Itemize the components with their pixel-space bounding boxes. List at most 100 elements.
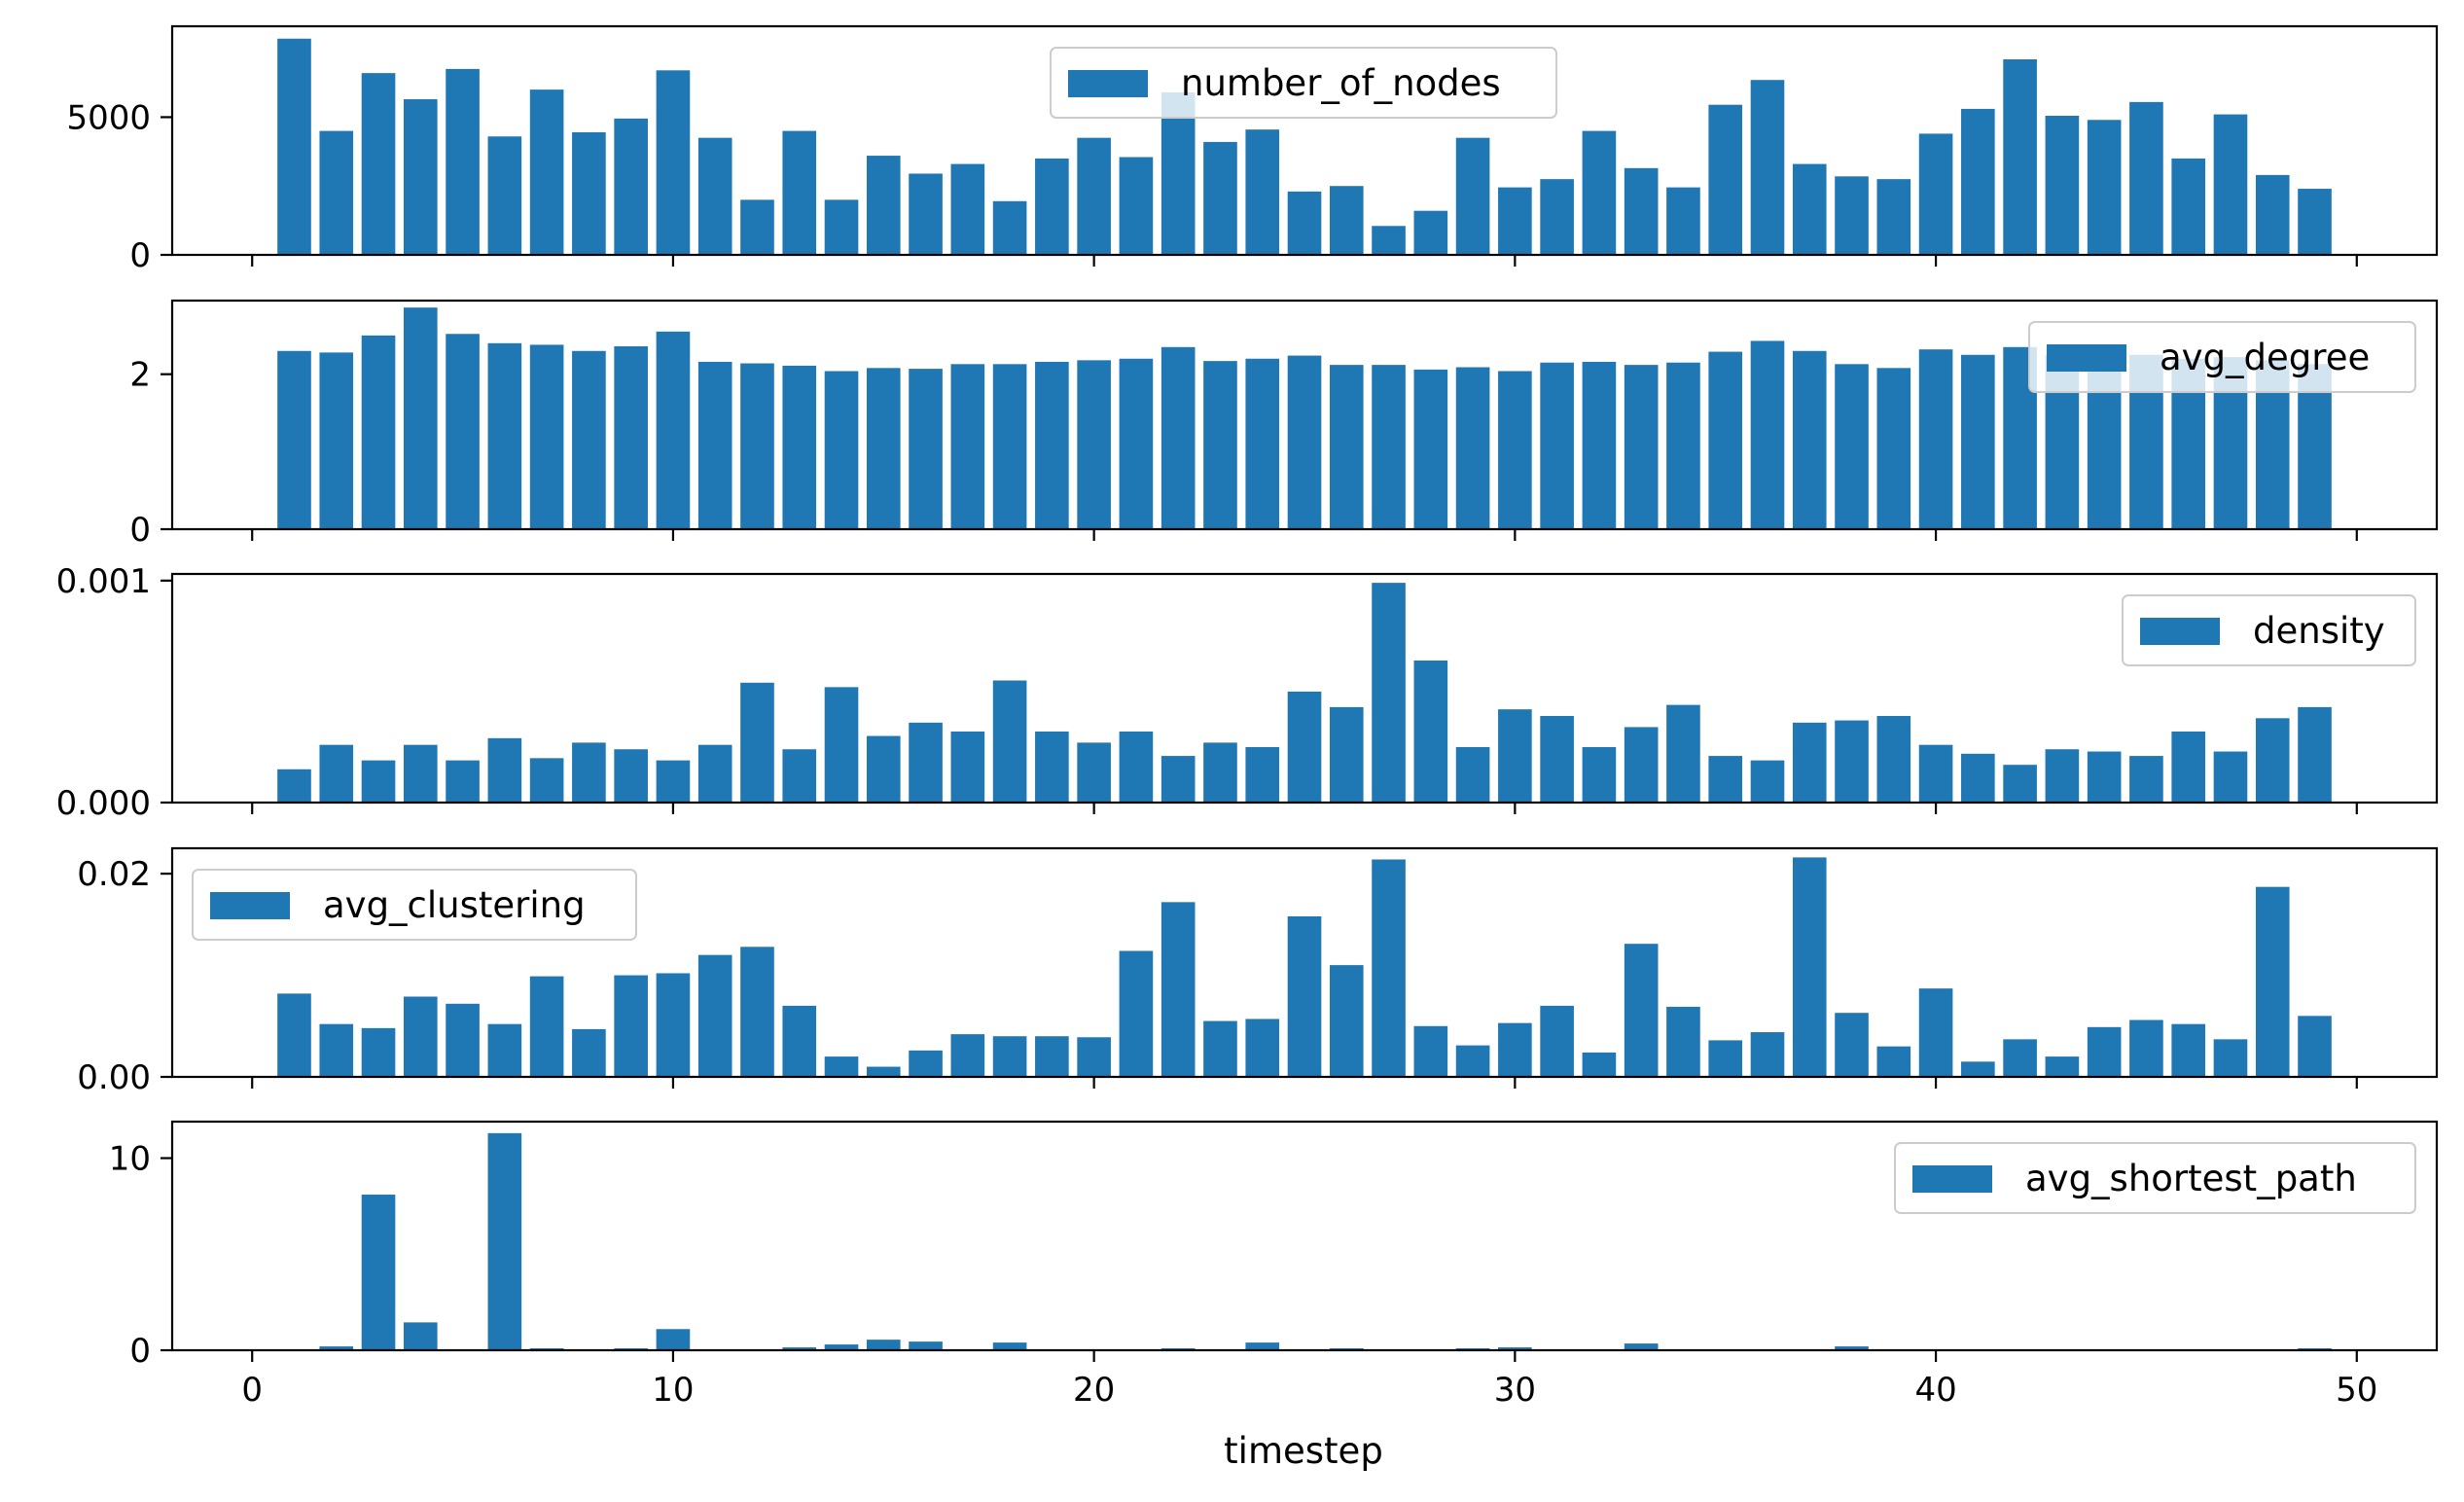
bar [950, 163, 985, 255]
subplot-avg-clustering: 0.00 0.02 avg_clustering [77, 846, 2439, 1097]
bar [740, 947, 774, 1077]
bar [1498, 1347, 1532, 1350]
y-tick-label: 0 [129, 1332, 151, 1371]
legend: number_of_nodes [1050, 47, 1557, 119]
bar [1666, 1006, 1700, 1077]
bar [656, 331, 691, 529]
bar [403, 1322, 438, 1350]
bar [740, 682, 774, 803]
bar [697, 954, 732, 1077]
bar [2087, 120, 2122, 255]
bar [1961, 354, 1995, 529]
bar [1077, 360, 1111, 529]
bar [2171, 158, 2206, 255]
bar [866, 156, 901, 255]
bar [487, 1023, 522, 1077]
bar [1077, 137, 1111, 255]
bar [2213, 1039, 2248, 1077]
legend-label: avg_degree [2160, 337, 2370, 378]
bar [1245, 1019, 1280, 1077]
bar [1540, 1005, 1574, 1077]
bar [1708, 1040, 1743, 1077]
bar [1835, 364, 1869, 529]
bar [1876, 179, 1911, 255]
bar [824, 687, 859, 803]
bar [1708, 756, 1743, 803]
bar [277, 993, 311, 1077]
bar [1918, 133, 1953, 255]
x-tick-label: 20 [1073, 1371, 1115, 1410]
bar [1835, 1346, 1869, 1350]
y-tick-label: 5000 [66, 98, 151, 137]
bar [1245, 746, 1280, 803]
bar [2045, 1056, 2080, 1077]
bar [403, 996, 438, 1077]
bar [487, 1132, 522, 1350]
legend-swatch [2047, 344, 2126, 372]
y-tick-label: 0.000 [56, 784, 151, 823]
bar [1287, 915, 1322, 1077]
bar [1582, 361, 1617, 529]
bar [1835, 176, 1869, 255]
bar [950, 1034, 985, 1077]
axes-frame [170, 299, 2439, 531]
bar [1119, 731, 1154, 803]
bar [1961, 108, 1995, 255]
bar [2003, 765, 2037, 803]
bar [866, 1066, 901, 1077]
bar [1203, 1020, 1237, 1077]
legend: density [2122, 594, 2416, 666]
bar [2129, 101, 2163, 255]
bar [1876, 368, 1911, 529]
legend-swatch [210, 892, 290, 919]
bar [1540, 716, 1574, 803]
bar [1835, 720, 1869, 803]
bar [361, 73, 396, 255]
bar [1792, 722, 1827, 803]
bar [1161, 91, 1196, 255]
legend-box [2122, 594, 2416, 666]
bar [487, 342, 522, 529]
legend-swatch [1912, 1165, 1992, 1193]
legend-swatch [1068, 70, 1148, 97]
x-tick-label: 30 [1494, 1371, 1536, 1410]
bar [1624, 944, 1659, 1077]
bar [1666, 362, 1700, 529]
bar [614, 749, 648, 803]
bar [1582, 130, 1617, 255]
bar [1035, 361, 1069, 529]
bar [1961, 1061, 1995, 1077]
bar [1624, 167, 1659, 255]
subplot-density: 0.000 0.001 density [56, 562, 2439, 823]
bar [1750, 80, 1785, 255]
bar [656, 973, 691, 1077]
bar [1245, 129, 1280, 255]
bar [1161, 756, 1196, 803]
bar [529, 758, 564, 803]
legend-swatch [2140, 618, 2220, 645]
bar [1035, 1036, 1069, 1077]
bar [1161, 902, 1196, 1077]
x-tick-label: 40 [1914, 1371, 1956, 1410]
bar [992, 1036, 1027, 1077]
bar [1540, 179, 1574, 255]
bar [697, 137, 732, 255]
bar [782, 1005, 817, 1077]
bar [1119, 358, 1154, 529]
bar [1372, 859, 1406, 1077]
bar [950, 731, 985, 803]
bar [403, 99, 438, 255]
legend-label: avg_shortest_path [2025, 1158, 2357, 1199]
bar [1582, 1052, 1617, 1077]
bar [361, 760, 396, 803]
bar [1287, 191, 1322, 255]
bar [1413, 210, 1448, 255]
bar [1792, 350, 1827, 529]
bar [782, 749, 817, 803]
bar [1708, 351, 1743, 529]
bar [1203, 361, 1237, 529]
bar [1245, 358, 1280, 529]
bar [1413, 369, 1448, 529]
bar [1161, 346, 1196, 529]
